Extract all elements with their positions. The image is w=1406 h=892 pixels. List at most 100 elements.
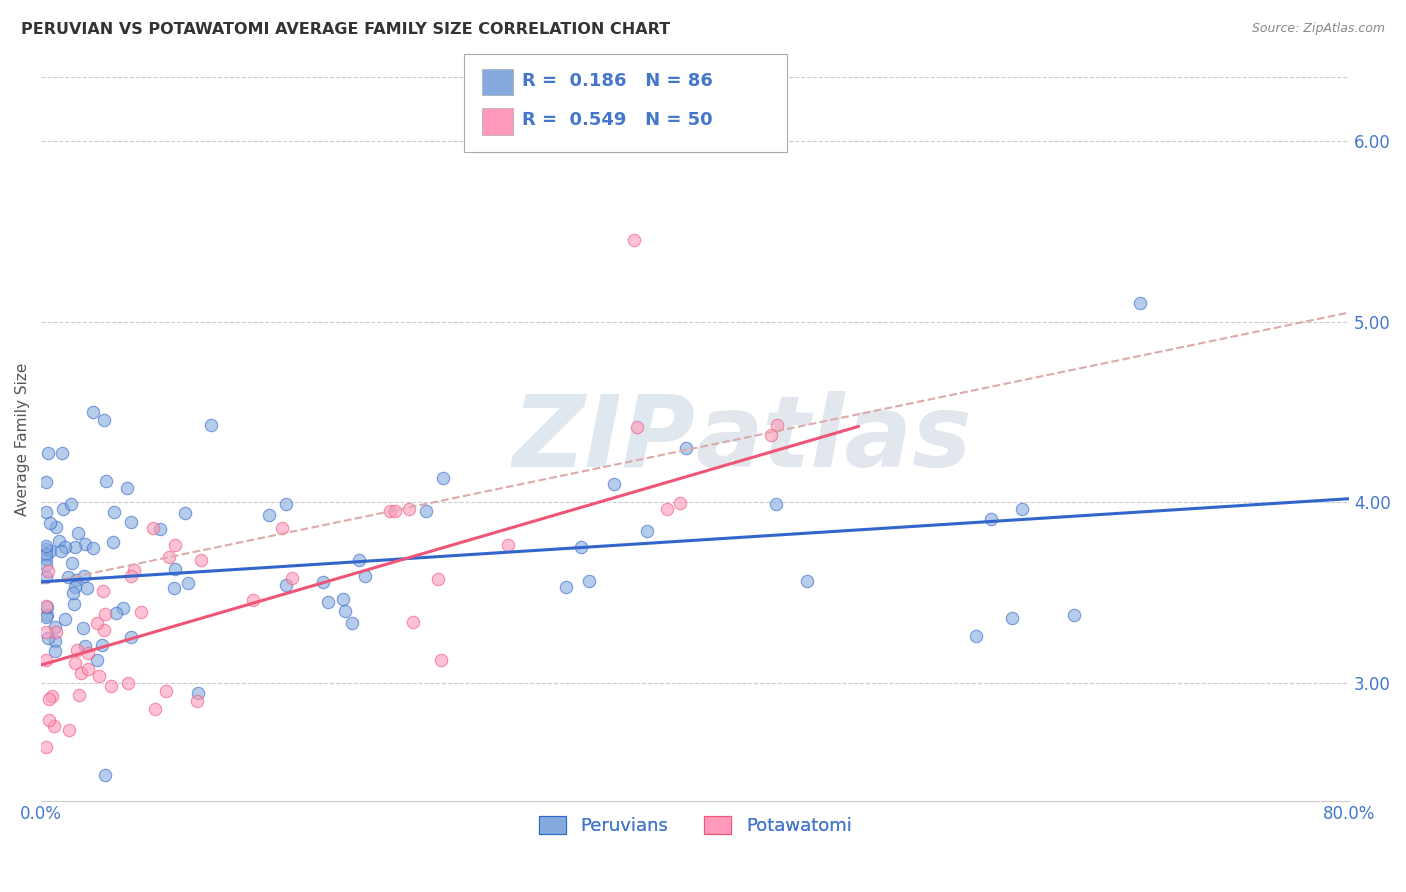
Point — [578, 574, 600, 588]
Point — [63, 598, 86, 612]
Point — [35, 653, 58, 667]
Point — [63, 656, 86, 670]
Point — [347, 553, 370, 567]
Point — [569, 541, 592, 555]
Point — [636, 524, 658, 538]
Point — [35, 625, 58, 640]
Point — [60, 557, 83, 571]
Point — [82, 405, 104, 419]
Point — [430, 653, 453, 667]
Point — [77, 646, 100, 660]
Point — [120, 631, 142, 645]
Point — [67, 688, 90, 702]
Point — [73, 569, 96, 583]
Point — [498, 538, 520, 552]
Point — [311, 575, 333, 590]
Point — [432, 471, 454, 485]
Point — [62, 586, 84, 600]
Point — [53, 540, 76, 554]
Point — [86, 615, 108, 630]
Point — [623, 233, 645, 247]
Point — [669, 496, 692, 510]
Text: R =  0.186   N = 86: R = 0.186 N = 86 — [522, 72, 713, 90]
Point — [37, 631, 59, 645]
Point — [965, 629, 987, 643]
Point — [155, 683, 177, 698]
Point — [122, 563, 145, 577]
Point — [35, 740, 58, 755]
Point — [75, 640, 97, 654]
Point — [44, 719, 66, 733]
Point — [65, 541, 87, 555]
Point — [63, 580, 86, 594]
Text: PERUVIAN VS POTAWATOMI AVERAGE FAMILY SIZE CORRELATION CHART: PERUVIAN VS POTAWATOMI AVERAGE FAMILY SI… — [21, 22, 671, 37]
Point — [120, 515, 142, 529]
Point — [271, 521, 294, 535]
Point — [200, 417, 222, 432]
Point — [93, 413, 115, 427]
Point — [35, 570, 58, 584]
Point — [51, 446, 73, 460]
Point — [44, 620, 66, 634]
Point — [35, 539, 58, 553]
Text: R =  0.549   N = 50: R = 0.549 N = 50 — [522, 112, 713, 129]
Point — [242, 593, 264, 607]
Point — [72, 621, 94, 635]
Point — [96, 474, 118, 488]
Point — [555, 580, 578, 594]
Point — [76, 581, 98, 595]
Point — [274, 577, 297, 591]
Point — [117, 676, 139, 690]
Point — [53, 612, 76, 626]
Point — [52, 502, 75, 516]
Point — [162, 581, 184, 595]
Point — [37, 446, 59, 460]
Point — [257, 508, 280, 522]
Point — [603, 477, 626, 491]
Text: Source: ZipAtlas.com: Source: ZipAtlas.com — [1251, 22, 1385, 36]
Point — [93, 623, 115, 637]
Point — [103, 505, 125, 519]
Point — [35, 551, 58, 566]
Point — [1129, 296, 1152, 310]
Point — [44, 634, 66, 648]
Point — [332, 591, 354, 606]
Point — [316, 595, 339, 609]
Point — [177, 575, 200, 590]
Point — [94, 607, 117, 621]
Point — [35, 475, 58, 490]
Point — [35, 610, 58, 624]
Point — [45, 625, 67, 640]
Point — [149, 523, 172, 537]
Point — [37, 608, 59, 623]
Point — [157, 549, 180, 564]
Point — [91, 638, 114, 652]
Point — [759, 428, 782, 442]
Text: atlas: atlas — [695, 391, 972, 488]
Point — [655, 501, 678, 516]
Y-axis label: Average Family Size: Average Family Size — [15, 362, 30, 516]
Point — [626, 420, 648, 434]
Point — [796, 574, 818, 588]
Point — [190, 553, 212, 567]
Point — [675, 441, 697, 455]
Point — [66, 643, 89, 657]
Point — [103, 535, 125, 549]
Point — [173, 507, 195, 521]
Point — [89, 669, 111, 683]
Point — [44, 644, 66, 658]
Point — [73, 537, 96, 551]
Point — [281, 571, 304, 585]
Point — [60, 497, 83, 511]
Point — [39, 516, 62, 531]
Point — [131, 605, 153, 619]
Point — [58, 723, 80, 737]
Point — [186, 686, 208, 700]
Point — [398, 502, 420, 516]
Point — [1063, 608, 1085, 623]
Point — [426, 572, 449, 586]
Point — [56, 570, 79, 584]
Point — [37, 564, 59, 578]
Point — [980, 512, 1002, 526]
Point — [86, 653, 108, 667]
